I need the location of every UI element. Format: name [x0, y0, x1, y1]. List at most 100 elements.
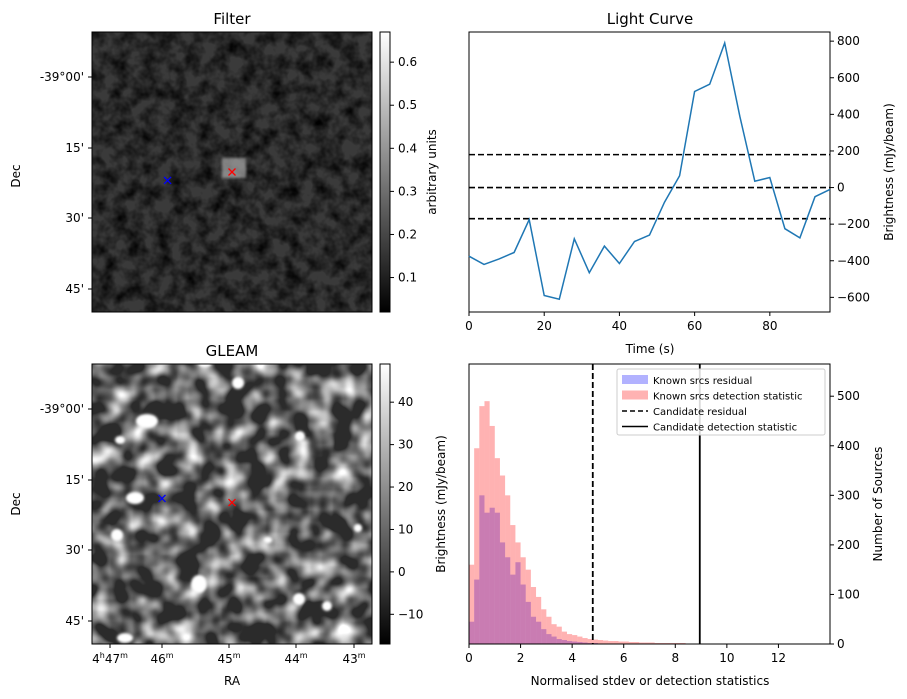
y-tick-label: 45': [65, 282, 84, 296]
lightcurve-x-ticks: 0 20 40 60 80: [465, 312, 777, 333]
x-tick-label: 45m: [217, 651, 240, 666]
histogram-bar: [582, 638, 588, 644]
x-tick-label: 0: [465, 319, 473, 333]
histogram-bar: [603, 640, 609, 644]
lightcurve-y-ticks: −600 −400 −200 0 200 400 600 800: [830, 34, 870, 304]
legend-entry: Known srcs detection statistic: [622, 390, 802, 403]
x-tick-label: 12: [771, 651, 786, 665]
colorbar-tick-label: 0.1: [398, 271, 417, 285]
gleam-xlabel: RA: [224, 674, 241, 688]
x-tick-label: 60: [687, 319, 702, 333]
x-tick-label: 8: [671, 651, 679, 665]
filter-ylabel: Dec: [9, 164, 23, 187]
histogram-bar: [489, 507, 495, 644]
y-tick-label: 200: [837, 538, 860, 552]
histogram-panel: 0 2 4 6 8 10 12 0 100 200 300 400 500 Normalised st…: [434, 363, 885, 688]
histogram-bar: [520, 557, 526, 644]
histogram-legend: Known srcs residual Known srcs detection …: [616, 368, 826, 436]
histogram-ylabel: Number of Sources: [871, 447, 885, 562]
colorbar-tick-label: 10: [398, 522, 413, 536]
gleam-ylabel: Dec: [9, 492, 23, 515]
histogram-bar: [525, 569, 531, 644]
legend-label: Known srcs detection statistic: [653, 392, 802, 403]
histogram-bar: [469, 621, 475, 644]
histogram-bar: [536, 621, 542, 644]
histogram-bar: [623, 641, 629, 644]
histogram-bar: [566, 641, 573, 644]
histogram-bar: [618, 641, 624, 644]
histogram-series: [469, 495, 645, 644]
legend-box: [616, 368, 826, 436]
gleam-image-texture: [92, 364, 372, 644]
lightcurve-title: Light Curve: [607, 10, 693, 28]
histogram-bar: [494, 512, 500, 644]
histogram-bar: [561, 640, 567, 644]
gleam-y-ticks: -39°00' 15' 30' 45': [40, 402, 92, 628]
histogram-bar: [551, 624, 557, 644]
colorbar-tick-label: 20: [398, 480, 413, 494]
legend-entry: Candidate residual: [622, 407, 747, 418]
x-tick-label: 40: [612, 319, 627, 333]
y-tick-label: 800: [837, 34, 860, 48]
histogram-bar: [474, 579, 480, 644]
lightcurve-ylabel: Brightness (mJy/beam): [882, 103, 896, 241]
colorbar-tick-label: 30: [398, 438, 413, 452]
histogram-bar: [510, 525, 516, 644]
histogram-bar: [566, 634, 573, 644]
colorbar-tick-label: 0.3: [398, 184, 417, 198]
x-tick-label: 4h47m: [92, 651, 128, 666]
histogram-bar: [556, 639, 562, 644]
histogram-bar: [597, 640, 604, 644]
gleam-panel: GLEAM -39°00' 15' 30' 45' 4h47m 46m 45m 44m 43m…: [9, 342, 423, 688]
y-tick-label: −600: [837, 290, 870, 304]
histogram-bar: [530, 616, 537, 644]
y-tick-label: −200: [837, 217, 870, 231]
source-marker: [163, 176, 172, 185]
histogram-bar: [613, 641, 619, 644]
lightcurve-series-line: [468, 40, 831, 301]
histogram-bar: [644, 642, 650, 644]
filter-markers: [163, 168, 236, 185]
histogram-bar: [479, 406, 485, 644]
y-tick-label: 400: [837, 107, 860, 121]
y-tick-label: 100: [837, 587, 860, 601]
histogram-bar: [484, 401, 490, 644]
filter-image-frame: [91, 31, 373, 313]
colorbar-tick-label: −10: [398, 607, 423, 621]
lightcurve-axes-frame: [468, 31, 831, 313]
y-tick-label: 300: [837, 488, 860, 502]
histogram-bar: [551, 636, 557, 644]
histogram-bar: [546, 616, 552, 644]
lightcurve-panel: Light Curve 0 20 40 60 80 −600 −400 −200 0 200 40…: [465, 10, 896, 356]
lightcurve-xlabel: Time (s): [625, 342, 675, 356]
gleam-image-frame: [91, 363, 373, 645]
histogram-bar: [479, 495, 485, 644]
histogram-bar: [510, 574, 516, 644]
y-tick-label: 500: [837, 389, 860, 403]
histogram-bar: [546, 634, 552, 644]
x-tick-label: 43m: [342, 651, 365, 666]
histogram-bar: [505, 557, 511, 644]
histogram-bar: [484, 512, 490, 644]
colorbar-tick-label: 40: [398, 395, 413, 409]
legend-label: Candidate detection statistic: [653, 423, 797, 434]
gleam-colorbar: [379, 363, 391, 645]
filter-colorbar: [379, 31, 391, 313]
y-tick-label: 0: [837, 181, 845, 195]
y-tick-label: 0: [837, 637, 845, 651]
x-tick-label: 2: [517, 651, 525, 665]
histogram-bar: [525, 601, 531, 644]
filter-y-ticks: -39°00' 15' 30' 45': [40, 70, 92, 296]
y-tick-label: -39°00': [40, 70, 84, 84]
histogram-bars: [469, 401, 810, 644]
x-tick-label: 46m: [150, 651, 173, 666]
histogram-bar: [628, 642, 635, 644]
x-tick-label: 4: [568, 651, 576, 665]
filter-panel: Filter -39°00' 15' 30' 45' Dec 0.1 0.2 0.3 0.4…: [9, 10, 439, 313]
x-tick-label: 10: [719, 651, 734, 665]
y-tick-label: 15': [65, 473, 84, 487]
histogram-bar: [489, 425, 495, 644]
histogram-y-ticks: 0 100 200 300 400 500: [830, 389, 860, 651]
y-tick-label: 15': [65, 141, 84, 155]
